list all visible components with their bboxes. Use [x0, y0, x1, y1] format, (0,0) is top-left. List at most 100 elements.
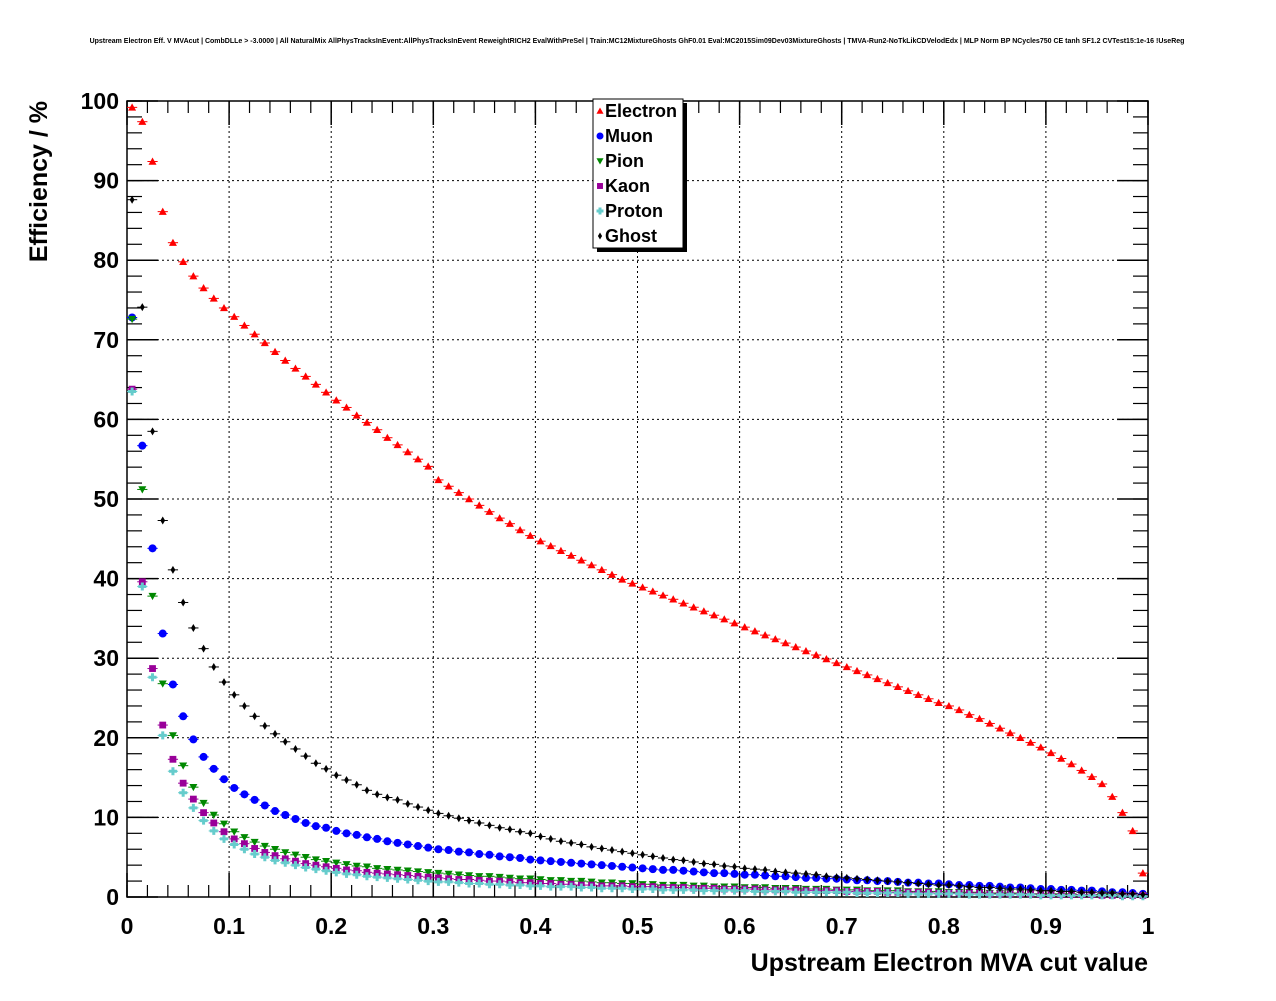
data-point-electron	[934, 698, 943, 706]
data-point-pion	[434, 869, 443, 878]
data-point-muon	[536, 856, 545, 865]
data-point-muon	[393, 838, 402, 847]
data-point-electron	[240, 321, 249, 329]
data-point-ghost	[854, 874, 860, 883]
data-point-proton	[260, 853, 269, 862]
data-point-muon	[750, 870, 759, 879]
data-point-electron	[679, 599, 688, 607]
data-point-muon	[230, 783, 239, 792]
data-point-electron	[1057, 754, 1066, 762]
data-point-proton	[944, 889, 953, 898]
data-point-electron	[189, 272, 198, 280]
data-point-proton	[904, 889, 913, 898]
data-point-muon	[659, 865, 668, 874]
data-point-muon	[138, 441, 147, 450]
data-point-proton	[924, 889, 933, 898]
data-point-electron	[1087, 772, 1096, 781]
data-point-ghost	[252, 712, 258, 721]
data-point-electron	[128, 103, 137, 111]
data-point-pion	[250, 838, 259, 847]
data-point-pion	[240, 834, 249, 842]
data-point-electron	[556, 546, 565, 554]
data-point-pion	[281, 849, 290, 857]
data-point-electron	[669, 595, 678, 603]
data-point-electron	[230, 312, 239, 320]
legend-marker-electron	[596, 107, 604, 114]
data-point-ghost	[487, 821, 492, 830]
x-tick-label: 0.1	[213, 913, 245, 939]
data-point-electron	[465, 495, 474, 503]
data-point-pion	[128, 315, 137, 324]
data-point-electron	[740, 623, 749, 631]
data-point-proton	[189, 803, 198, 812]
data-point-proton	[995, 890, 1004, 899]
data-point-ghost	[415, 803, 421, 812]
data-point-proton	[1006, 890, 1015, 899]
data-point-ghost	[1028, 885, 1033, 894]
data-point-electron	[454, 488, 463, 496]
data-point-muon	[301, 818, 310, 827]
data-point-pion	[516, 875, 525, 883]
data-point-proton	[730, 886, 739, 895]
data-point-ghost	[466, 816, 472, 825]
data-point-pion	[271, 846, 280, 854]
data-point-ghost	[231, 690, 237, 699]
legend-label-electron: Electron	[605, 101, 677, 121]
data-point-ghost	[374, 790, 380, 799]
data-point-proton	[638, 885, 647, 894]
data-point-ghost	[405, 799, 411, 808]
data-point-electron	[546, 541, 555, 550]
data-point-ghost	[180, 598, 186, 607]
data-point-proton	[495, 880, 504, 889]
data-point-ghost	[129, 195, 135, 204]
data-point-pion	[209, 811, 218, 820]
series-ghost	[127, 195, 1148, 899]
data-point-electron	[332, 396, 341, 404]
data-point-muon	[587, 860, 596, 869]
data-point-muon	[648, 865, 657, 874]
data-point-ghost	[629, 849, 635, 858]
data-point-pion	[393, 866, 402, 874]
data-point-electron	[577, 556, 586, 564]
data-point-proton	[853, 889, 862, 898]
y-tick-label: 50	[93, 486, 119, 512]
data-point-electron	[444, 482, 453, 490]
data-point-muon	[199, 752, 208, 761]
data-point-ghost	[262, 721, 268, 730]
data-point-pion	[383, 865, 392, 874]
data-point-ghost	[272, 729, 278, 738]
data-point-electron	[628, 579, 637, 587]
data-point-proton	[168, 767, 177, 776]
data-point-ghost	[538, 832, 543, 841]
data-point-kaon	[179, 779, 187, 787]
data-point-muon	[362, 833, 371, 842]
data-point-ghost	[691, 857, 697, 866]
data-point-muon	[516, 853, 525, 862]
data-point-proton	[291, 861, 300, 870]
data-point-proton	[199, 816, 208, 825]
data-point-ghost	[977, 883, 982, 892]
data-point-electron	[403, 448, 412, 456]
data-point-ghost	[1089, 888, 1095, 897]
data-point-proton	[648, 885, 657, 894]
x-tick-label: 0.4	[519, 913, 551, 939]
data-point-pion	[403, 867, 412, 875]
data-point-proton	[475, 879, 484, 888]
data-point-proton	[587, 883, 596, 892]
data-point-proton	[128, 387, 137, 396]
data-point-pion	[373, 865, 382, 873]
data-point-pion	[230, 828, 239, 836]
legend-label-kaon: Kaon	[605, 176, 650, 196]
data-point-pion	[260, 842, 269, 851]
data-point-electron	[219, 303, 228, 312]
data-point-proton	[914, 889, 923, 898]
data-point-ghost	[1017, 885, 1023, 894]
y-tick-label: 90	[93, 168, 119, 194]
data-point-ghost	[834, 873, 839, 882]
data-point-muon	[761, 871, 770, 880]
data-point-proton	[761, 887, 770, 896]
data-point-ghost	[864, 875, 870, 884]
data-point-electron	[148, 157, 157, 165]
data-point-muon	[168, 680, 177, 689]
data-point-proton	[158, 731, 167, 740]
